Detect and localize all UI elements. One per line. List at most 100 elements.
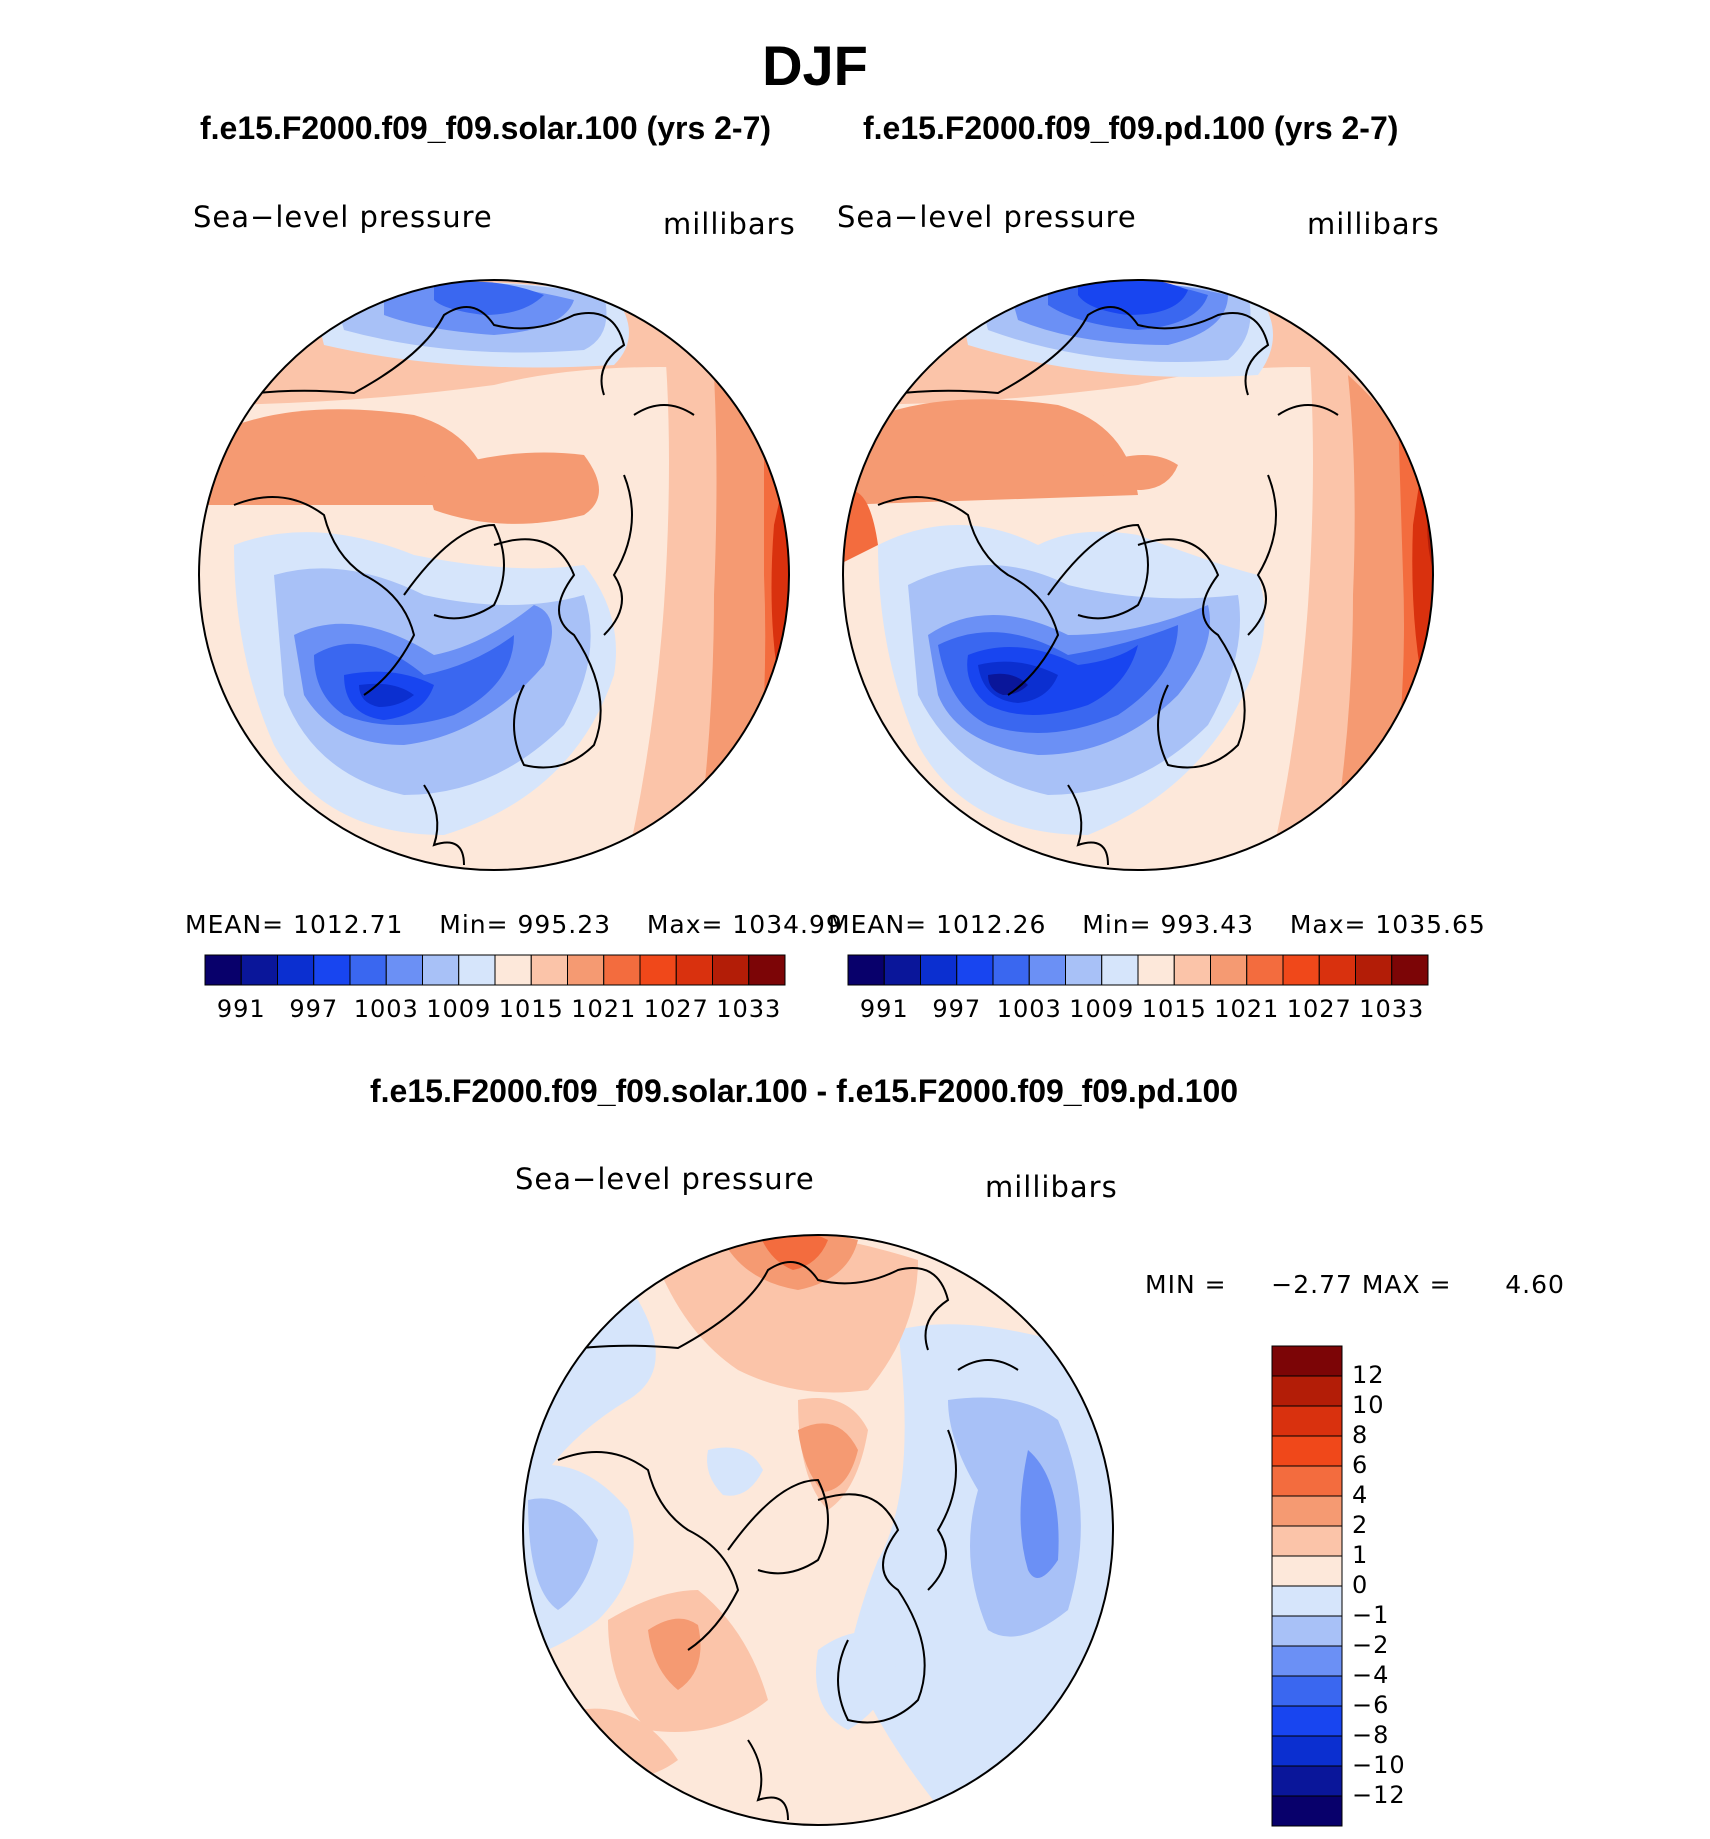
colorbar-swatch: [1028, 954, 1066, 986]
colorbar-tick-label: 1027: [1286, 995, 1352, 1023]
colorbar-swatch: [204, 954, 242, 986]
colorbar-swatch: [1318, 954, 1356, 986]
panel-1-stats: MEAN= 1012.71 Min= 995.23 Max= 1034.99: [185, 910, 843, 939]
panel-1-variable-label: Sea−level pressure: [193, 200, 493, 234]
panel-2-variable-label: Sea−level pressure: [837, 200, 1137, 234]
panel-3-stats: MIN = −2.77 MAX = 4.60: [1145, 1270, 1565, 1299]
panel-1-colorbar: [204, 954, 786, 986]
colorbar-swatch: [883, 954, 921, 986]
colorbar-swatch: [1271, 1405, 1343, 1437]
colorbar-tick-label: 1009: [1069, 995, 1135, 1023]
panel-1-mean-label: MEAN=: [185, 910, 285, 939]
colorbar-swatch: [748, 954, 786, 986]
panel-1-map: [198, 279, 790, 871]
colorbar-swatch: [1271, 1795, 1343, 1827]
figure-title: DJF: [762, 34, 868, 97]
colorbar-swatch: [1391, 954, 1429, 986]
colorbar-swatch: [1271, 1345, 1343, 1377]
colorbar-tick-label: 991: [216, 995, 266, 1023]
colorbar-tick-label: 6: [1352, 1451, 1369, 1479]
colorbar-tick-label: 10: [1352, 1391, 1385, 1419]
colorbar-swatch: [349, 954, 387, 986]
panel-2-colorbar: [847, 954, 1429, 986]
colorbar-swatch: [1271, 1375, 1343, 1407]
colorbar-swatch: [1173, 954, 1211, 986]
colorbar-tick-label: −2: [1352, 1631, 1390, 1659]
colorbar-swatch: [1210, 954, 1248, 986]
colorbar-swatch: [603, 954, 641, 986]
panel-2-min-value: 993.43: [1160, 910, 1255, 939]
colorbar-tick-label: 997: [932, 995, 982, 1023]
panel-1-title: f.e15.F2000.f09_f09.solar.100 (yrs 2-7): [200, 110, 772, 146]
colorbar-tick-label: 1027: [643, 995, 709, 1023]
colorbar-swatch: [494, 954, 532, 986]
colorbar-tick-label: 1015: [1141, 995, 1207, 1023]
colorbar-tick-label: 997: [289, 995, 339, 1023]
panel-1-mean-value: 1012.71: [293, 910, 404, 939]
panel-2-mean-label: MEAN=: [828, 910, 928, 939]
panel-3-units-label: millibars: [985, 1170, 1118, 1204]
colorbar-swatch: [567, 954, 605, 986]
colorbar-swatch: [1271, 1765, 1343, 1797]
panel-3-variable-label: Sea−level pressure: [515, 1162, 815, 1196]
colorbar-swatch: [1271, 1435, 1343, 1467]
colorbar-swatch: [1355, 954, 1393, 986]
colorbar-tick-label: 991: [859, 995, 909, 1023]
colorbar-swatch: [675, 954, 713, 986]
colorbar-swatch: [1271, 1495, 1343, 1527]
panel-2-min-label: Min=: [1082, 910, 1152, 939]
colorbar-tick-label: 1003: [996, 995, 1062, 1023]
colorbar-swatch: [712, 954, 750, 986]
colorbar-swatch: [1271, 1675, 1343, 1707]
colorbar-swatch: [1271, 1555, 1343, 1587]
colorbar-swatch: [639, 954, 677, 986]
colorbar-swatch: [1101, 954, 1139, 986]
panel-3-title: f.e15.F2000.f09_f09.solar.100 - f.e15.F2…: [370, 1073, 1239, 1109]
colorbar-swatch: [920, 954, 958, 986]
panel-3-max-value: 4.60: [1505, 1270, 1565, 1299]
panel-3-map: [522, 1234, 1114, 1826]
colorbar-swatch: [1271, 1525, 1343, 1557]
panel-1-max-value: 1034.99: [732, 910, 843, 939]
colorbar-swatch: [530, 954, 568, 986]
colorbar-tick-label: 8: [1352, 1421, 1369, 1449]
colorbar-tick-label: 4: [1352, 1481, 1369, 1509]
colorbar-tick-label: 1: [1352, 1541, 1369, 1569]
panel-1-min-label: Min=: [439, 910, 509, 939]
colorbar-tick-label: 1021: [1214, 995, 1280, 1023]
colorbar-swatch: [458, 954, 496, 986]
colorbar-tick-label: 1021: [571, 995, 637, 1023]
panel-2-max-value: 1035.65: [1375, 910, 1486, 939]
colorbar-tick-label: −8: [1352, 1721, 1390, 1749]
panel-3-max-label: MAX =: [1361, 1270, 1452, 1299]
colorbar-tick-label: −1: [1352, 1601, 1390, 1629]
colorbar-swatch: [956, 954, 994, 986]
panel-3-min-label: MIN =: [1145, 1270, 1227, 1299]
colorbar-swatch: [1271, 1735, 1343, 1767]
colorbar-tick-label: 1015: [498, 995, 564, 1023]
colorbar-tick-label: 1009: [426, 995, 492, 1023]
colorbar-swatch: [1065, 954, 1103, 986]
panel-2-max-label: Max=: [1289, 910, 1367, 939]
colorbar-tick-label: 2: [1352, 1511, 1369, 1539]
colorbar-swatch: [1271, 1645, 1343, 1677]
panel-1-units-label: millibars: [663, 207, 796, 241]
colorbar-tick-label: −10: [1352, 1751, 1406, 1779]
colorbar-swatch: [1246, 954, 1284, 986]
panel-2-title: f.e15.F2000.f09_f09.pd.100 (yrs 2-7): [863, 110, 1399, 146]
colorbar-tick-label: 12: [1352, 1361, 1385, 1389]
colorbar-swatch: [1271, 1615, 1343, 1647]
panel-3-min-value: −2.77: [1271, 1270, 1353, 1299]
colorbar-tick-label: 1033: [716, 995, 782, 1023]
colorbar-swatch: [1137, 954, 1175, 986]
colorbar-tick-label: 0: [1352, 1571, 1369, 1599]
panel-3-colorbar: [1271, 1345, 1343, 1827]
colorbar-swatch: [1271, 1465, 1343, 1497]
colorbar-tick-label: −12: [1352, 1781, 1406, 1809]
colorbar-swatch: [422, 954, 460, 986]
panel-2-map: [842, 279, 1434, 871]
panel-1-min-value: 995.23: [517, 910, 612, 939]
colorbar-swatch: [1271, 1585, 1343, 1617]
colorbar-swatch: [1282, 954, 1320, 986]
colorbar-swatch: [385, 954, 423, 986]
